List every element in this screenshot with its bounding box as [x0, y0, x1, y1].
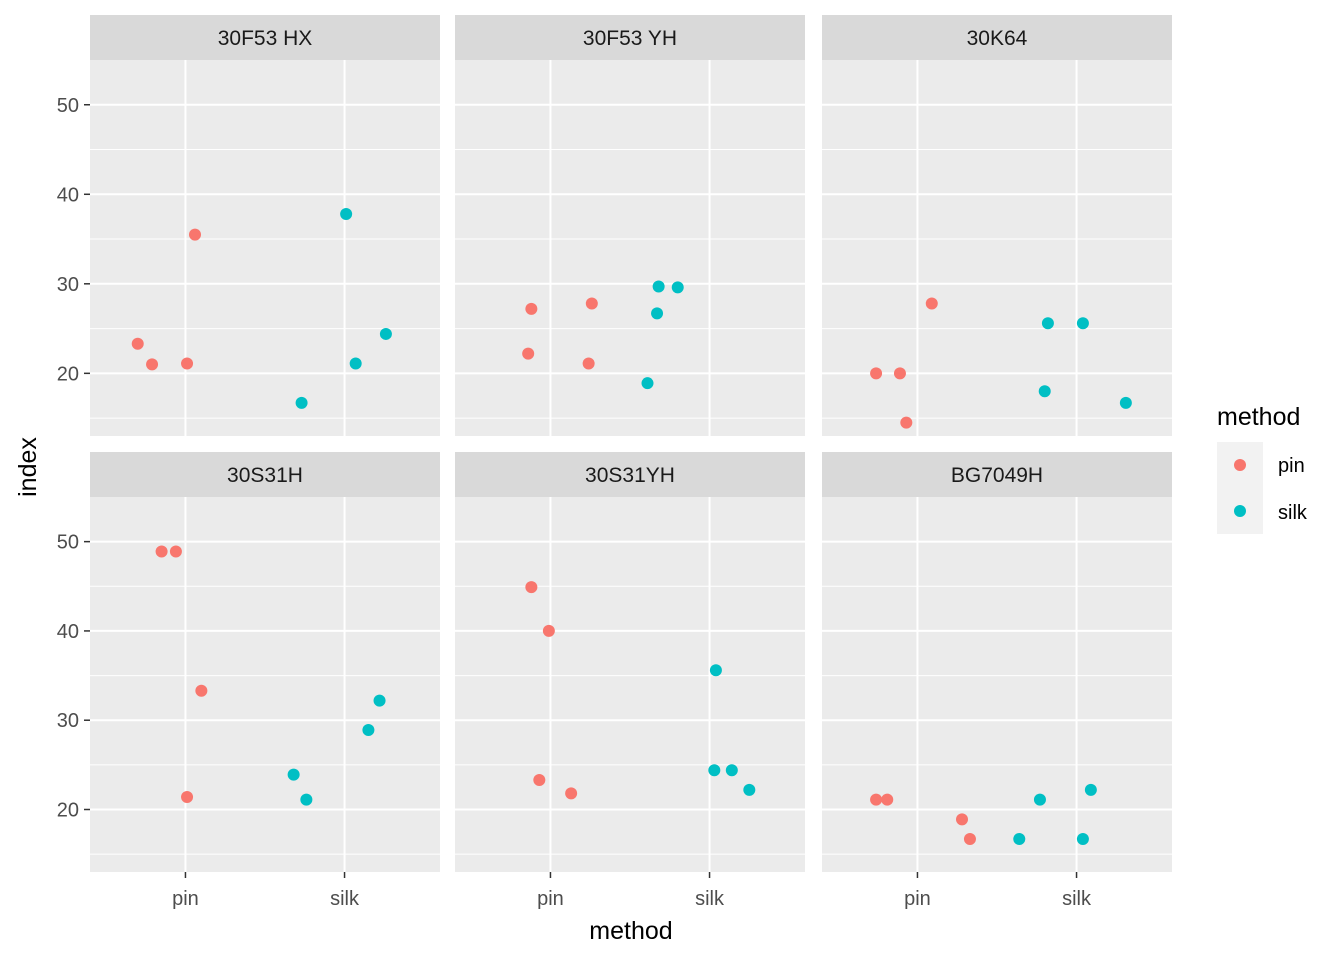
data-point-silk [340, 207, 353, 220]
facet-strip-label: 30F53 HX [218, 27, 313, 50]
data-point-pin [881, 793, 894, 806]
data-point-silk [287, 768, 300, 781]
data-point-pin [189, 228, 201, 241]
y-tick-label: 30 [57, 274, 79, 296]
data-point-silk [300, 793, 313, 806]
data-point-pin [155, 545, 168, 558]
data-point-silk [652, 280, 665, 293]
data-point-pin [525, 302, 538, 315]
legend-label-pin: pin [1278, 455, 1305, 477]
data-point-pin [565, 787, 578, 800]
data-point-pin [131, 337, 144, 350]
facet-panel: BG7049H [822, 452, 1172, 872]
data-point-pin [181, 357, 194, 370]
data-point-silk [1013, 832, 1026, 845]
data-point-silk [743, 783, 756, 796]
data-point-pin [181, 791, 194, 803]
data-point-silk [1076, 832, 1089, 845]
legend-title: method [1217, 403, 1300, 431]
legend-key-silk-marker [1234, 505, 1246, 517]
facet-strip [822, 15, 1172, 60]
data-point-silk [641, 377, 654, 390]
data-point-silk [1076, 317, 1089, 330]
data-point-pin [956, 813, 968, 826]
data-point-silk [362, 724, 375, 737]
facets-layer: 30F53 HX 30F53 YH 30K64 30S31H 30S31YH BG7049… [90, 15, 1172, 872]
facet-strip-label: 30S31YH [585, 464, 675, 487]
data-point-silk [1119, 396, 1132, 409]
data-point-silk [1033, 793, 1046, 806]
data-point-silk [651, 307, 664, 320]
data-point-silk [671, 281, 684, 294]
panel-background [822, 497, 1172, 872]
facet-strip [455, 15, 805, 60]
facet-strip [822, 452, 1172, 497]
panel-background [822, 60, 1172, 436]
y-tick-label: 50 [57, 95, 79, 117]
facet-panel: 30S31YH [455, 452, 805, 872]
data-point-pin [582, 357, 595, 370]
data-point-silk [349, 357, 362, 370]
x-tick-label: silk [695, 888, 725, 910]
data-point-pin [525, 581, 538, 594]
panel-background [90, 497, 440, 872]
facet-panel: 30F53 HX [90, 15, 440, 436]
facet-panel: 30S31H [90, 452, 440, 872]
data-point-pin [893, 367, 906, 380]
facet-strip-label: 30S31H [227, 464, 303, 487]
data-point-pin [522, 347, 535, 360]
facet-strip [455, 452, 805, 497]
y-tick-label: 20 [57, 363, 79, 385]
panel-background [90, 60, 440, 436]
x-tick-label: silk [1062, 888, 1092, 910]
y-tick-label: 30 [57, 710, 79, 732]
data-point-pin [925, 297, 938, 310]
data-point-pin [542, 624, 555, 637]
data-point-pin [900, 416, 913, 429]
data-point-silk [1038, 385, 1051, 398]
data-point-pin [195, 684, 208, 697]
data-point-pin [533, 774, 546, 787]
y-tick-label: 20 [57, 800, 79, 822]
facet-panel: 30F53 YH [455, 15, 805, 436]
y-tick-label: 40 [57, 621, 79, 643]
data-point-silk [709, 664, 722, 677]
data-point-silk [373, 694, 386, 707]
facet-strip [90, 452, 440, 497]
y-tick-label: 40 [57, 184, 79, 206]
data-point-silk [708, 764, 721, 777]
facet-strip-label: 30K64 [967, 27, 1028, 50]
data-point-pin [963, 832, 976, 845]
facet-strip [90, 15, 440, 60]
data-point-silk [295, 396, 308, 409]
data-point-pin [870, 367, 883, 380]
x-axis-title: method [589, 917, 672, 945]
axes-layer: 20 30 40 50 20 30 40 50 pin silk pin silk pin silk [57, 95, 1092, 910]
x-tick-label: pin [904, 888, 931, 910]
x-tick-label: pin [537, 888, 564, 910]
y-tick-label: 50 [57, 532, 79, 554]
data-point-pin [169, 545, 182, 558]
facet-strip-label: BG7049H [951, 464, 1043, 487]
facet-panel: 30K64 [822, 15, 1172, 436]
data-point-silk [1041, 317, 1054, 330]
data-point-silk [1084, 783, 1097, 796]
facet-strip-label: 30F53 YH [583, 27, 677, 50]
data-point-pin [870, 793, 883, 806]
legend-label-silk: silk [1278, 502, 1308, 524]
data-point-pin [146, 358, 159, 371]
panel-background [455, 60, 805, 436]
legend: method pin silk [1217, 403, 1308, 534]
legend-key-pin-marker [1234, 459, 1246, 471]
data-point-pin [585, 297, 598, 310]
data-point-silk [725, 764, 738, 777]
y-axis-title: index [14, 437, 42, 497]
x-tick-label: pin [172, 888, 199, 910]
data-point-silk [379, 327, 392, 340]
x-tick-label: silk [330, 888, 360, 910]
panel-background [455, 497, 805, 872]
